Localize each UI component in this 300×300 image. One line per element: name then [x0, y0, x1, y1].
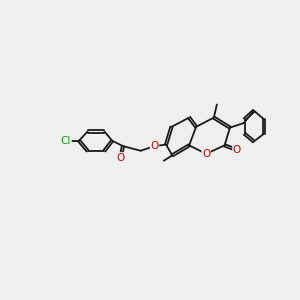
Text: Cl: Cl [61, 136, 71, 146]
Text: O: O [150, 141, 159, 151]
Text: O: O [116, 153, 125, 163]
Text: O: O [233, 145, 241, 155]
Text: O: O [202, 149, 210, 159]
